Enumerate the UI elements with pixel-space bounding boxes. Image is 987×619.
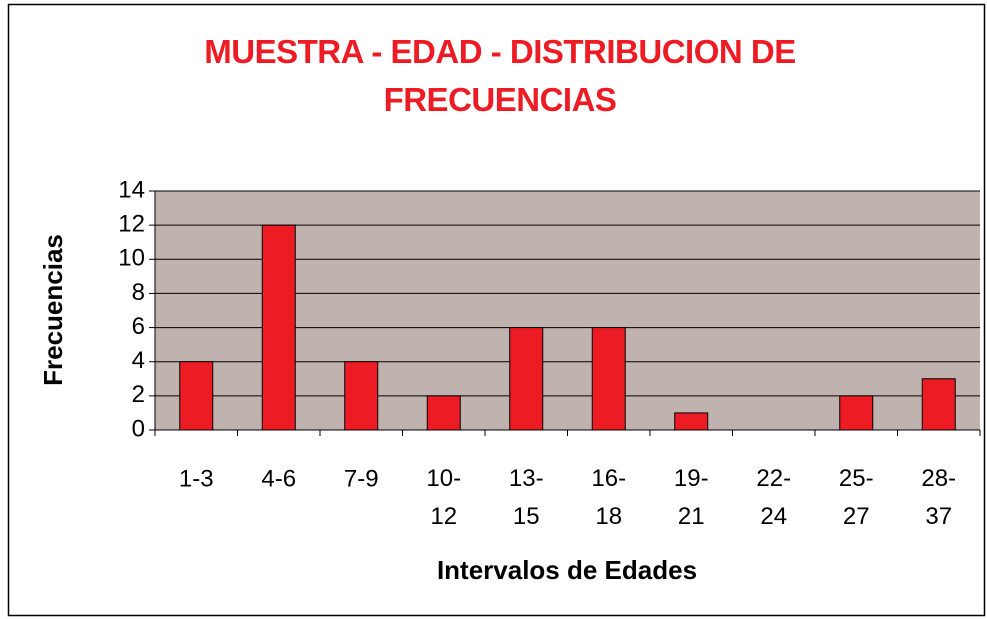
x-axis-title: Intervalos de Edades	[437, 555, 697, 585]
bar	[344, 361, 379, 431]
y-tick-label: 2	[132, 381, 145, 408]
bar	[591, 327, 626, 431]
bar	[179, 361, 214, 431]
y-tick-label: 14	[118, 176, 145, 203]
y-tick-label: 12	[118, 210, 145, 237]
y-tick-label: 4	[132, 347, 145, 374]
x-tick-label: 19-21	[674, 465, 709, 530]
bar	[261, 224, 296, 431]
y-tick-label: 0	[132, 415, 145, 442]
x-tick-label: 13-15	[509, 465, 544, 530]
x-tick-label: 4-6	[261, 465, 296, 492]
x-tick-label: 7-9	[344, 465, 379, 492]
bar	[509, 327, 544, 431]
chart-border	[7, 3, 986, 617]
x-tick-label: 1-3	[179, 465, 214, 492]
bar	[674, 412, 709, 431]
x-tick-label: 16-18	[591, 465, 626, 530]
x-tick-label: 22-24	[756, 465, 791, 530]
bar	[426, 395, 461, 431]
y-tick-label: 6	[132, 313, 145, 340]
x-tick-label: 25-27	[839, 465, 874, 530]
y-tick-label: 8	[132, 279, 145, 306]
y-axis-title: Frecuencias	[38, 234, 68, 386]
chart-title: MUESTRA - EDAD - DISTRIBUCION DE FRECUEN…	[204, 33, 796, 118]
x-tick-label: 10-12	[426, 465, 461, 530]
x-tick-label: 28-37	[921, 465, 956, 530]
y-tick-label: 10	[118, 245, 145, 272]
bar	[921, 378, 956, 431]
bar	[839, 395, 874, 431]
